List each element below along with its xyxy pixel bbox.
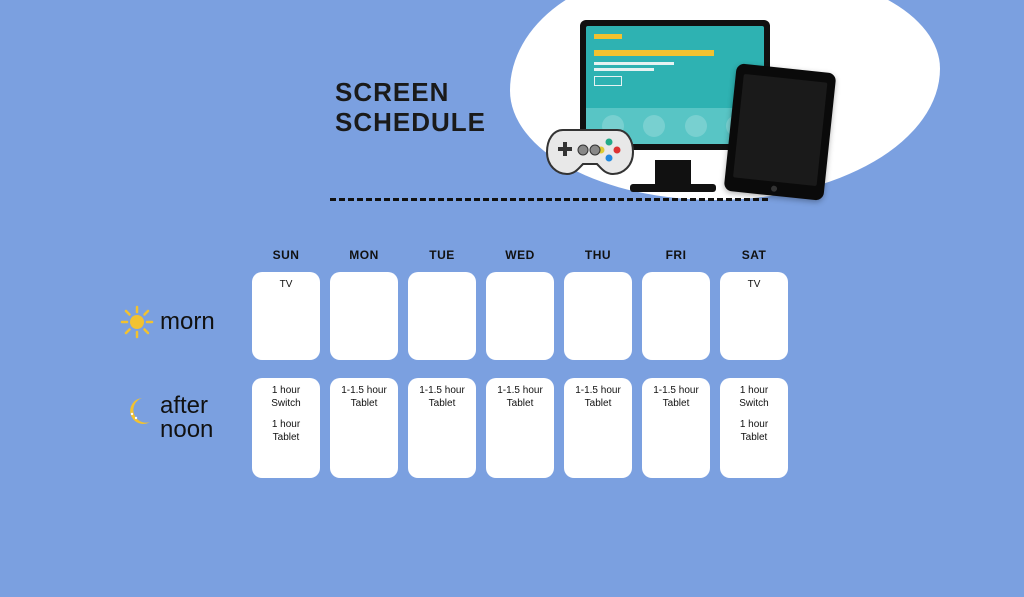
day-column: SAT TV 1 hour Switch 1 hour Tablet bbox=[720, 248, 788, 478]
cell-afternoon: 1-1.5 hour Tablet bbox=[642, 378, 710, 478]
cell-afternoon: 1-1.5 hour Tablet bbox=[330, 378, 398, 478]
schedule-entry: 1-1.5 hour Tablet bbox=[341, 384, 387, 410]
day-header: SAT bbox=[742, 248, 767, 262]
page-title: SCREEN SCHEDULE bbox=[335, 78, 486, 138]
game-controller-icon bbox=[545, 120, 635, 176]
divider-line bbox=[330, 198, 768, 201]
cell-morning: TV bbox=[720, 272, 788, 360]
schedule-entry: 1 hour Tablet bbox=[272, 418, 300, 444]
day-columns: SUN TV 1 hour Switch 1 hour Tablet MON 1-1.5 … bbox=[252, 248, 788, 478]
day-header: FRI bbox=[666, 248, 687, 262]
schedule-entry: 1-1.5 hour Tablet bbox=[419, 384, 465, 410]
row-label-afternoon: after noon bbox=[120, 384, 240, 484]
cell-afternoon: 1-1.5 hour Tablet bbox=[408, 378, 476, 478]
day-column: FRI 1-1.5 hour Tablet bbox=[642, 248, 710, 478]
day-header: TUE bbox=[429, 248, 455, 262]
cell-afternoon: 1-1.5 hour Tablet bbox=[564, 378, 632, 478]
schedule-entry: 1 hour Switch bbox=[739, 384, 768, 410]
day-column: WED 1-1.5 hour Tablet bbox=[486, 248, 554, 478]
schedule-grid: morn after noon SUNTV1 hour Switch1 hour… bbox=[120, 248, 788, 484]
cell-morning: TV bbox=[252, 272, 320, 360]
cell-afternoon: 1 hour Switch 1 hour Tablet bbox=[720, 378, 788, 478]
cell-afternoon: 1 hour Switch 1 hour Tablet bbox=[252, 378, 320, 478]
afternoon-label: after noon bbox=[160, 394, 213, 442]
moon-icon bbox=[120, 394, 154, 428]
cell-morning bbox=[486, 272, 554, 360]
day-header: WED bbox=[505, 248, 535, 262]
schedule-entry: TV bbox=[280, 278, 293, 291]
row-label-morning: morn bbox=[120, 278, 240, 366]
schedule-entry: TV bbox=[748, 278, 761, 291]
day-header: MON bbox=[349, 248, 379, 262]
schedule-entry: 1 hour Tablet bbox=[740, 418, 768, 444]
morning-label: morn bbox=[160, 310, 215, 334]
tablet-icon bbox=[724, 63, 837, 201]
day-column: SUN TV 1 hour Switch 1 hour Tablet bbox=[252, 248, 320, 478]
day-column: MON 1-1.5 hour Tablet bbox=[330, 248, 398, 478]
day-column: THU 1-1.5 hour Tablet bbox=[564, 248, 632, 478]
sun-icon bbox=[120, 305, 154, 339]
schedule-entry: 1-1.5 hour Tablet bbox=[575, 384, 621, 410]
day-header: SUN bbox=[273, 248, 300, 262]
cell-morning bbox=[564, 272, 632, 360]
day-header: THU bbox=[585, 248, 611, 262]
title-line2: SCHEDULE bbox=[335, 108, 486, 138]
title-line1: SCREEN bbox=[335, 78, 486, 108]
row-labels: morn after noon bbox=[120, 278, 240, 484]
schedule-entry: 1-1.5 hour Tablet bbox=[497, 384, 543, 410]
schedule-entry: 1 hour Switch bbox=[271, 384, 300, 410]
devices-illustration bbox=[540, 20, 850, 190]
cell-morning bbox=[642, 272, 710, 360]
schedule-entry: 1-1.5 hour Tablet bbox=[653, 384, 699, 410]
cell-morning bbox=[330, 272, 398, 360]
cell-morning bbox=[408, 272, 476, 360]
cell-afternoon: 1-1.5 hour Tablet bbox=[486, 378, 554, 478]
day-column: TUE 1-1.5 hour Tablet bbox=[408, 248, 476, 478]
